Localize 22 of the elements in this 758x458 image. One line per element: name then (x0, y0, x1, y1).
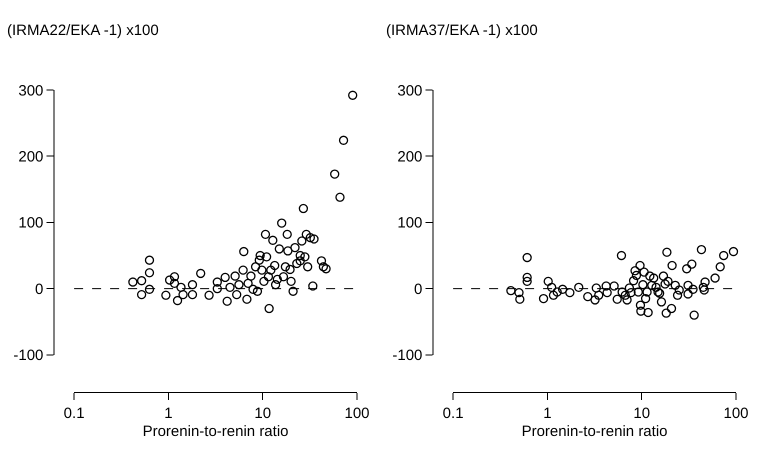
x-tick-label: 10 (633, 404, 650, 422)
x-tick-label: 1 (543, 404, 552, 422)
y-tick-label: 100 (18, 214, 44, 232)
x-axis-title: Prorenin-to-renin ratio (142, 422, 289, 440)
x-tick-label: 0.1 (442, 404, 464, 422)
y-tick-label: -100 (13, 347, 44, 364)
x-tick-label: 0.1 (64, 404, 85, 422)
x-tick-label: 1 (164, 404, 173, 422)
x-axis-title: Prorenin-to-renin ratio (522, 422, 668, 440)
y-tick-label: 300 (397, 82, 422, 100)
y-axis-title: (IRMA37/EKA -1) x100 (386, 22, 538, 39)
y-tick-label: 100 (397, 214, 422, 232)
x-tick-label: 100 (344, 404, 370, 422)
y-tick-label: 0 (35, 280, 44, 298)
y-tick-label: 300 (18, 82, 44, 100)
y-tick-label: -100 (392, 347, 422, 364)
y-tick-label: 200 (18, 148, 44, 166)
y-axis-title: (IRMA22/EKA -1) x100 (7, 22, 159, 39)
y-tick-label: 0 (414, 280, 422, 298)
x-tick-label: 100 (723, 404, 749, 422)
y-tick-label: 200 (397, 148, 422, 166)
x-tick-label: 10 (254, 404, 272, 422)
